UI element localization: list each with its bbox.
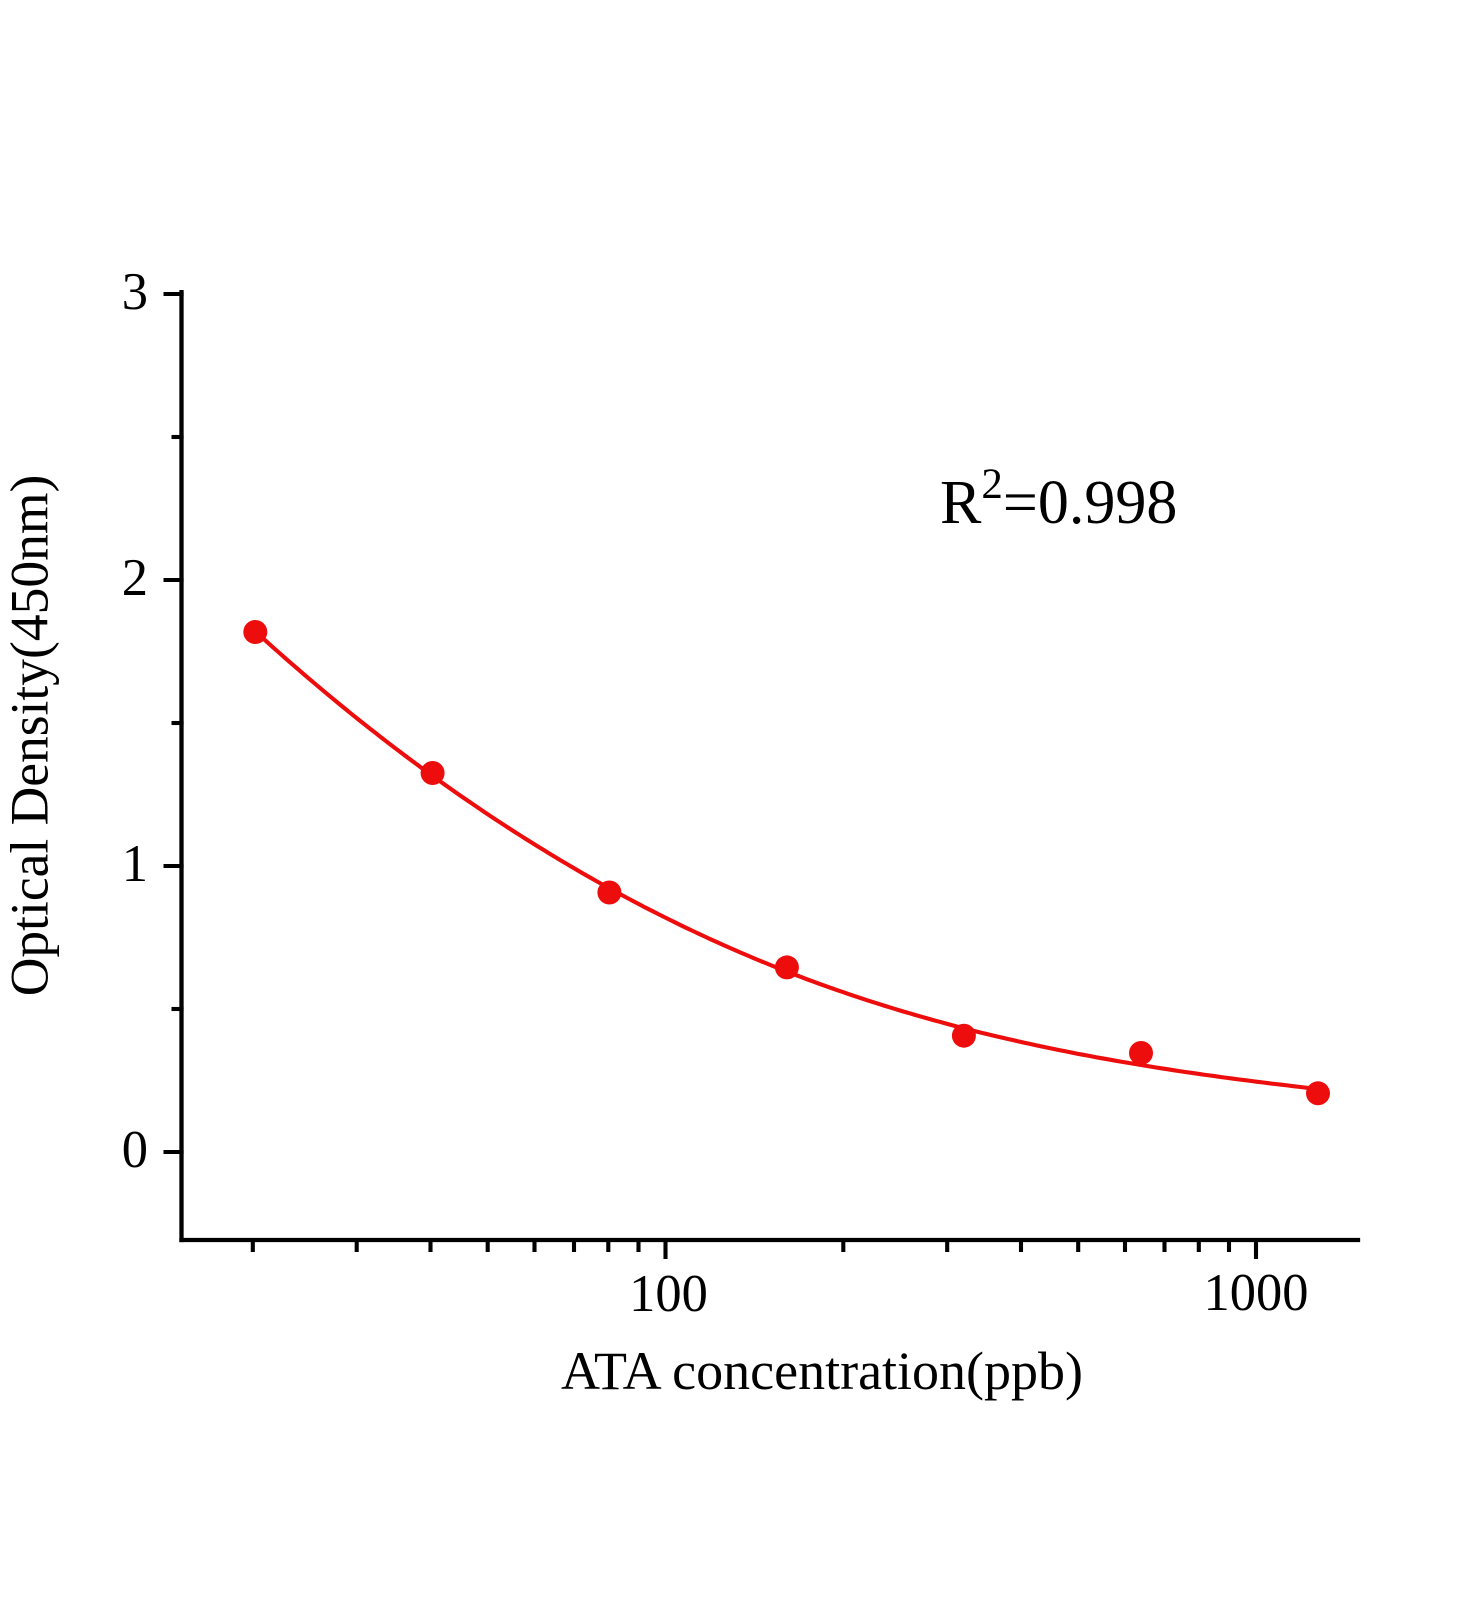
svg-text:R2=0.998: R2=0.998: [940, 461, 1177, 537]
svg-text:1000: 1000: [1204, 1264, 1309, 1322]
svg-text:100: 100: [629, 1265, 708, 1323]
svg-text:0: 0: [122, 1121, 148, 1179]
svg-text:ATA concentration(ppb): ATA concentration(ppb): [561, 1341, 1083, 1401]
svg-text:1: 1: [122, 835, 148, 893]
svg-text:Optical Density(450nm): Optical Density(450nm): [0, 475, 60, 997]
svg-text:3: 3: [122, 263, 148, 321]
svg-text:2: 2: [122, 549, 148, 607]
